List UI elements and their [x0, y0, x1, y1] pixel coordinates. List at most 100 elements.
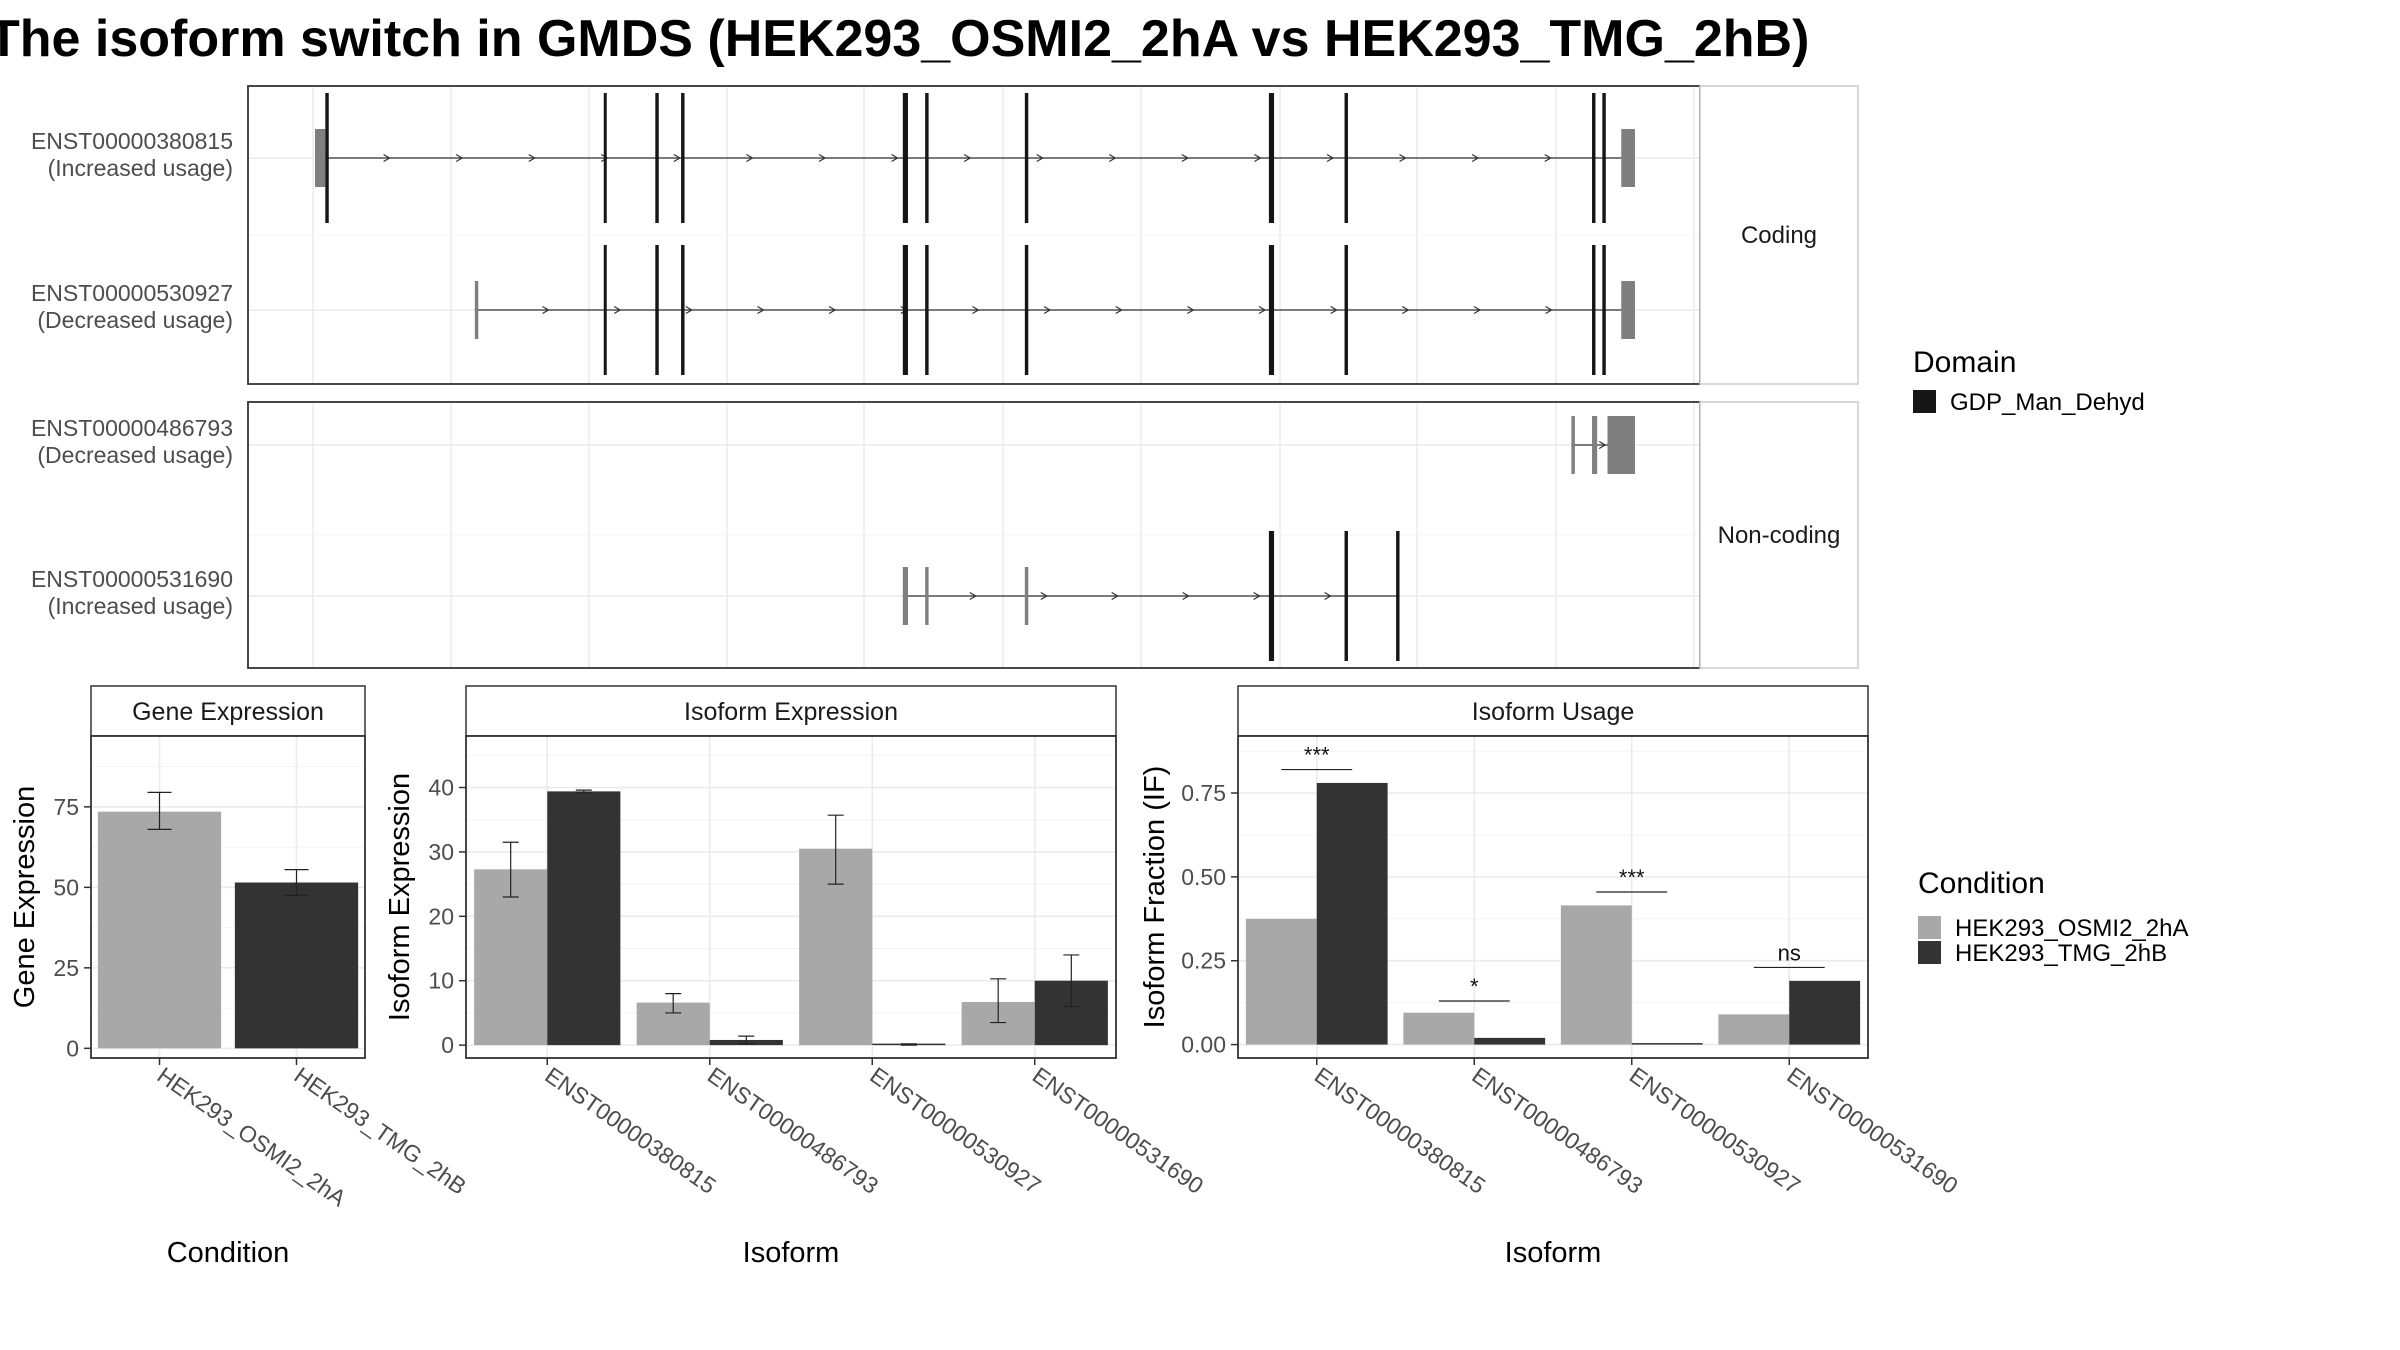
transcript-id-label: ENST00000486793: [31, 415, 233, 441]
chart-strip: [1237, 685, 1869, 737]
chart-strip: [90, 685, 366, 737]
error-bar: [284, 869, 309, 896]
y-axis-title: Isoform Fraction (IF): [1139, 766, 1171, 1029]
x-tick-label: ENST00000530927: [865, 1062, 1045, 1199]
direction-arrow: [963, 153, 972, 163]
direction-arrow: [1182, 591, 1190, 601]
x-tick-label: ENST00000380815: [540, 1062, 720, 1199]
chart-plot-border: [90, 735, 366, 1059]
condition-legend-title: Condition: [1918, 867, 2045, 900]
bar-HEK293_OSMI2_2hA-ENST00000531690: [1718, 1014, 1790, 1045]
transcript-id-label: ENST00000531690: [31, 566, 233, 592]
bar-chart-1: Isoform Expression 0 10 20 30 40 ENST000003808…: [384, 685, 1208, 1269]
facet-strip-label: Coding: [1741, 222, 1817, 249]
bar-charts-panel: Gene Expression0255075HEK293_OSMI2_2hAHE…: [9, 685, 1963, 1269]
x-tick-label: ENST00000530927: [1625, 1062, 1805, 1199]
transcript-id-label: ENST00000530927: [31, 280, 233, 306]
utr-exon: [1621, 281, 1635, 339]
direction-arrow: [383, 153, 391, 163]
domain-exon: [325, 93, 329, 223]
condition-legend-key: [1918, 941, 1941, 964]
error-bar: [665, 992, 682, 1014]
utr-exon: [1571, 416, 1575, 474]
facet-strip: [1699, 85, 1859, 385]
direction-arrow: [1399, 153, 1407, 163]
transcript-change-label: (Increased usage): [48, 155, 233, 181]
bar-HEK293_TMG_2hB-ENST00000486793: [1474, 1037, 1546, 1045]
x-tick-label: ENST00000380815: [1310, 1062, 1490, 1199]
y-tick-label: 50: [53, 874, 79, 900]
bar-HEK293_TMG_2hB-ENST00000380815: [547, 791, 621, 1046]
x-axis-title: Isoform: [1505, 1237, 1602, 1269]
transcript-change-label: (Increased usage): [48, 593, 233, 619]
bar-HEK293_TMG_2hB: [234, 882, 359, 1049]
direction-arrow: [828, 305, 837, 315]
domain-exon: [1592, 245, 1596, 375]
transcript-change-label: (Decreased usage): [37, 307, 233, 333]
direction-arrow: [891, 153, 899, 163]
x-axis-title: Condition: [167, 1237, 290, 1269]
domain-exon: [1602, 245, 1606, 375]
y-tick-label: 0: [66, 1035, 79, 1061]
bar-HEK293_OSMI2_2hA-ENST00000530927: [1560, 905, 1632, 1045]
domain-exon: [681, 245, 685, 375]
condition-legend-label: HEK293_TMG_2hB: [1955, 940, 2167, 967]
domain-exon: [1024, 93, 1029, 223]
y-tick-label: 0.00: [1181, 1032, 1226, 1058]
direction-arrow: [1258, 305, 1267, 315]
domain-exon: [1344, 245, 1348, 375]
direction-arrow: [1598, 440, 1607, 450]
direction-arrow: [757, 305, 765, 315]
direction-arrow: [1181, 153, 1190, 163]
domain-exon: [655, 245, 659, 375]
facet-strip: [1699, 401, 1859, 669]
domain-exon: [1592, 93, 1596, 223]
bar-HEK293_OSMI2_2hA-ENST00000486793: [1403, 1012, 1475, 1045]
direction-arrow: [1471, 153, 1480, 163]
x-axis-title: Isoform: [743, 1237, 840, 1269]
domain-exon: [1396, 531, 1400, 661]
bar-HEK293_TMG_2hB-ENST00000530927: [1631, 1043, 1703, 1045]
direction-arrow: [673, 153, 682, 163]
bar-HEK293_OSMI2_2hA: [97, 811, 222, 1049]
bar-chart-0: Gene Expression0255075HEK293_OSMI2_2hAHE…: [9, 685, 471, 1269]
direction-arrow: [1473, 305, 1482, 315]
domain-exon: [902, 93, 908, 223]
direction-arrow: [1036, 153, 1044, 163]
utr-exon: [315, 129, 326, 187]
direction-arrow: [1253, 591, 1261, 601]
y-axis-title: Isoform Expression: [384, 773, 416, 1021]
direction-arrow: [1544, 153, 1552, 163]
error-bar: [1063, 954, 1080, 1008]
domain-legend: Domain GDP_Man_Dehyd: [1913, 346, 2145, 416]
error-bar: [502, 841, 519, 898]
direction-arrow: [542, 305, 550, 315]
domain-exon: [655, 93, 659, 223]
domain-exon: [1344, 93, 1348, 223]
x-tick-label: ENST00000531690: [1028, 1062, 1208, 1199]
direction-arrow: [685, 305, 693, 315]
transcript-change-label: (Decreased usage): [37, 442, 233, 468]
facet-strip-label: Non-coding: [1718, 522, 1841, 549]
direction-arrow: [1187, 305, 1195, 315]
chart-plot-border: [1237, 735, 1869, 1059]
domain-exon: [1024, 245, 1029, 375]
domain-exon: [1268, 245, 1275, 375]
direction-arrow: [1545, 305, 1553, 315]
chart-strip-title: Isoform Usage: [1472, 698, 1635, 726]
direction-arrow: [1108, 153, 1117, 163]
error-bar: [990, 978, 1007, 1024]
significance-label: ***: [1619, 865, 1645, 890]
legends: Domain GDP_Man_Dehyd Condition HEK293_OSMI2…: [1913, 346, 2188, 967]
y-tick-label: 25: [53, 955, 79, 981]
direction-arrow: [1401, 305, 1410, 315]
y-tick-label: 0.75: [1181, 780, 1226, 806]
direction-arrow: [528, 153, 536, 163]
condition-legend-label: HEK293_OSMI2_2hA: [1955, 915, 2188, 942]
error-bar: [575, 789, 592, 794]
chart-plot-border: [465, 735, 1117, 1059]
error-bar: [900, 1043, 917, 1046]
y-axis-title: Gene Expression: [9, 786, 41, 1008]
x-tick-label: ENST00000486793: [703, 1062, 883, 1199]
figure-title: The isoform switch in GMDS (HEK293_OSMI2…: [0, 10, 1809, 68]
